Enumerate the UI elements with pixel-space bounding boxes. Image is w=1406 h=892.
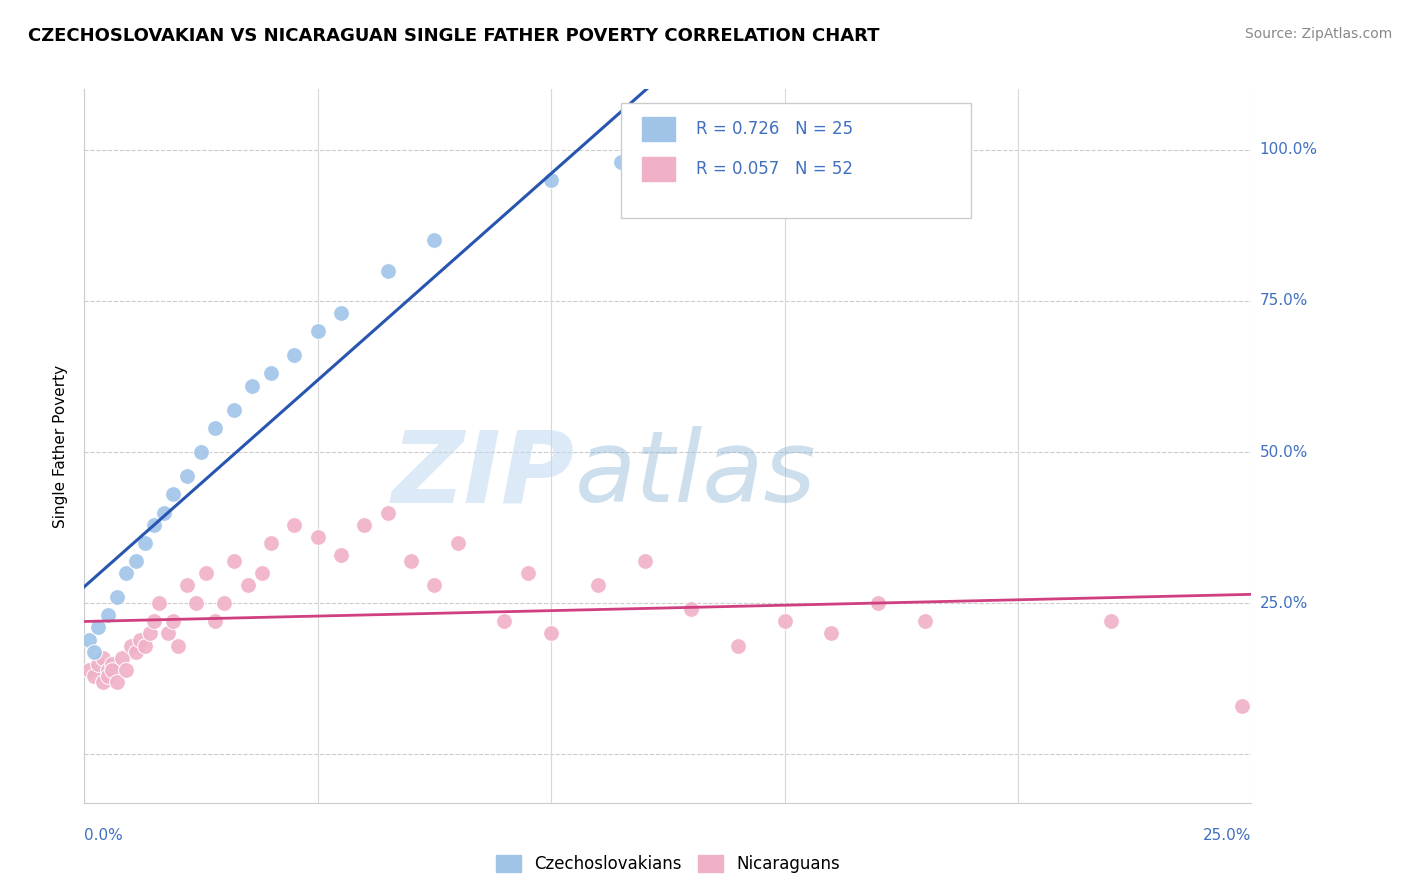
Text: R = 0.057   N = 52: R = 0.057 N = 52 (696, 160, 853, 178)
Point (516, 566, 538, 580)
Y-axis label: Single Father Poverty: Single Father Poverty (53, 365, 69, 527)
Point (87, 657, 110, 671)
Point (681, 602, 703, 616)
Point (143, 615, 166, 629)
FancyBboxPatch shape (621, 103, 972, 218)
Point (101, 663, 124, 677)
Point (105, 590, 128, 604)
Point (91, 674, 114, 689)
Point (97, 663, 120, 677)
Point (540, 173, 562, 187)
Point (162, 615, 184, 629)
Text: R = 0.726   N = 25: R = 0.726 N = 25 (696, 120, 853, 137)
Point (134, 535, 156, 549)
Point (194, 566, 217, 580)
Point (307, 324, 329, 338)
Point (283, 348, 305, 362)
Point (157, 626, 180, 640)
Point (1099, 615, 1122, 629)
Point (97, 669, 120, 683)
Point (914, 615, 936, 629)
Point (377, 263, 399, 277)
Point (250, 566, 273, 580)
Point (242, 378, 264, 392)
Point (586, 578, 609, 592)
Point (540, 626, 562, 640)
Point (105, 674, 128, 689)
Point (120, 639, 142, 653)
Point (866, 596, 889, 610)
Point (222, 554, 245, 568)
Point (307, 530, 329, 544)
Text: Source: ZipAtlas.com: Source: ZipAtlas.com (1244, 27, 1392, 41)
Point (260, 535, 283, 549)
Point (166, 639, 188, 653)
Point (236, 578, 259, 592)
Text: CZECHOSLOVAKIAN VS NICARAGUAN SINGLE FATHER POVERTY CORRELATION CHART: CZECHOSLOVAKIAN VS NICARAGUAN SINGLE FAT… (28, 27, 880, 45)
Point (330, 306, 353, 320)
Point (186, 596, 208, 610)
Point (447, 535, 470, 549)
Point (1230, 699, 1253, 714)
Point (111, 650, 134, 665)
Text: atlas: atlas (575, 426, 815, 523)
Point (176, 578, 198, 592)
Point (222, 402, 245, 417)
Point (260, 367, 283, 381)
Point (214, 596, 236, 610)
Point (91, 650, 114, 665)
Legend: Czechoslovakians, Nicaraguans: Czechoslovakians, Nicaraguans (489, 848, 846, 880)
Point (83, 669, 105, 683)
Text: 0.0%: 0.0% (84, 828, 124, 843)
Point (820, 626, 842, 640)
Point (115, 566, 138, 580)
Point (204, 615, 226, 629)
Point (77, 663, 100, 677)
Point (83, 645, 105, 659)
Text: 75.0%: 75.0% (1260, 293, 1308, 309)
Point (204, 421, 226, 435)
Point (176, 469, 198, 483)
Point (681, 143, 703, 157)
Point (101, 657, 124, 671)
Point (138, 626, 160, 640)
Text: 50.0%: 50.0% (1260, 444, 1308, 459)
Point (423, 233, 446, 247)
Point (162, 487, 184, 501)
Point (633, 554, 655, 568)
Point (148, 596, 170, 610)
FancyBboxPatch shape (643, 157, 675, 180)
Point (77, 632, 100, 647)
Point (134, 639, 156, 653)
FancyBboxPatch shape (643, 117, 675, 141)
Point (143, 517, 166, 532)
Point (423, 578, 446, 592)
Point (125, 645, 148, 659)
Point (399, 554, 422, 568)
Point (330, 548, 353, 562)
Point (377, 506, 399, 520)
Point (727, 639, 749, 653)
Point (190, 445, 212, 459)
Point (353, 517, 375, 532)
Point (610, 154, 633, 169)
Point (125, 554, 148, 568)
Point (152, 506, 174, 520)
Point (494, 615, 516, 629)
Point (129, 632, 152, 647)
Text: ZIP: ZIP (391, 426, 575, 523)
Text: 25.0%: 25.0% (1204, 828, 1251, 843)
Point (115, 663, 138, 677)
Point (87, 620, 110, 634)
Text: 100.0%: 100.0% (1260, 142, 1317, 157)
Text: 25.0%: 25.0% (1260, 596, 1308, 611)
Point (97, 608, 120, 623)
Point (283, 517, 305, 532)
Point (773, 615, 796, 629)
